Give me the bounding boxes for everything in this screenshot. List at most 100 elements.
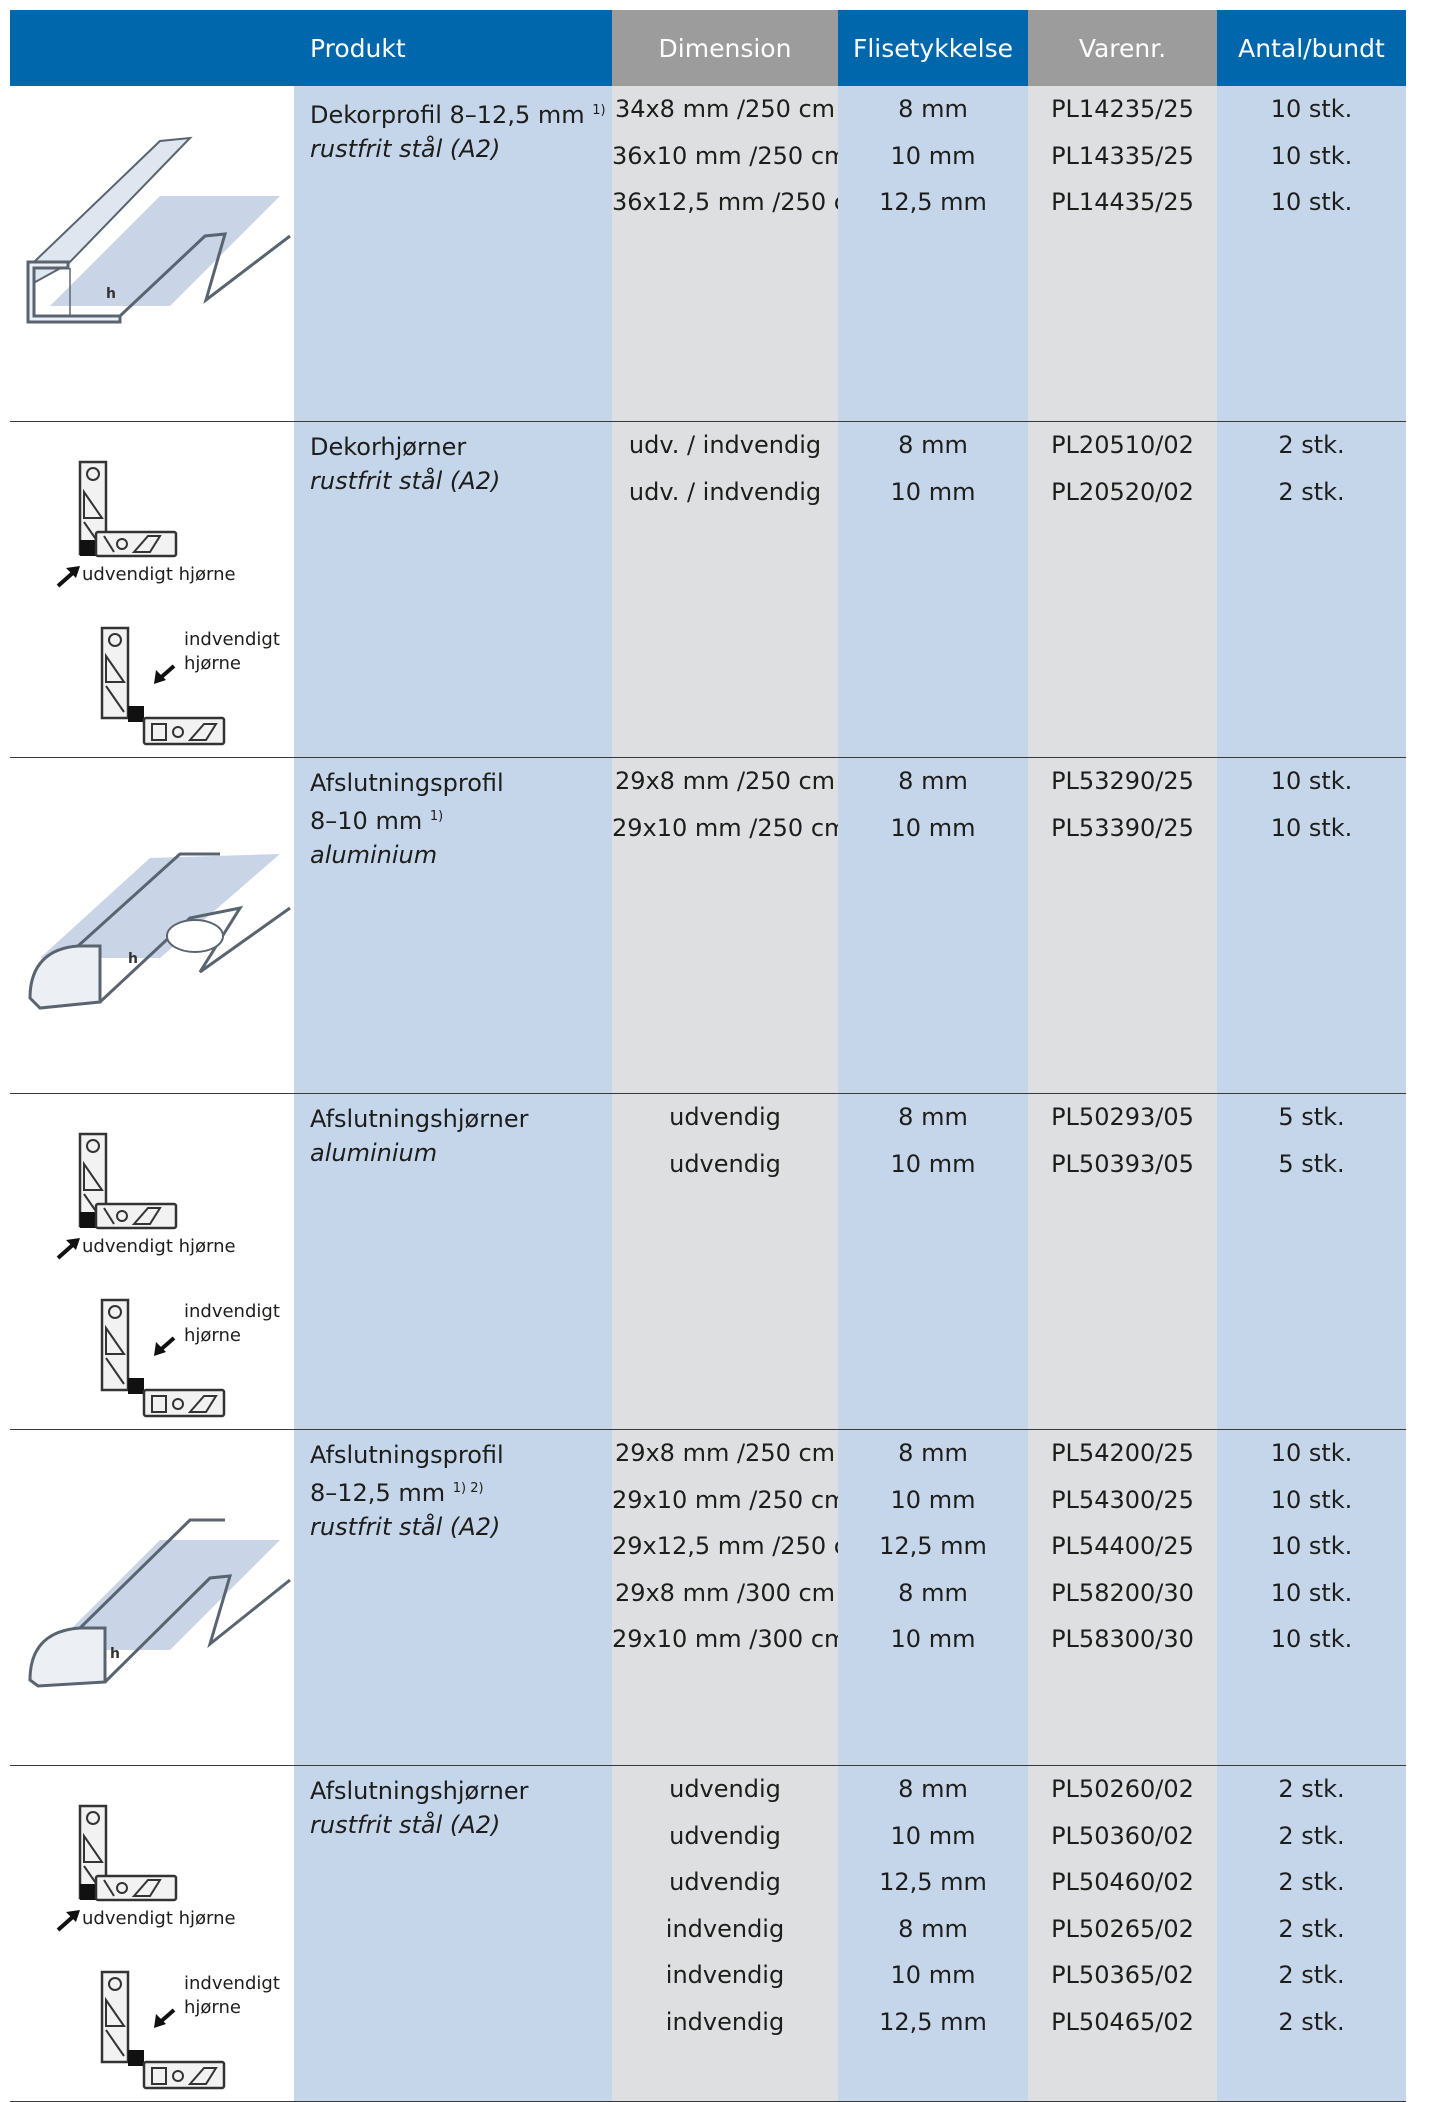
dimension-value: indvendig [665, 1914, 785, 1943]
product-image-cell: h [10, 86, 294, 422]
quantity-value: 2 stk. [1278, 1961, 1345, 1989]
outer-corner-caption: udvendigt hjørne [82, 1908, 236, 1929]
quantity-value: 10 stk. [1270, 767, 1353, 795]
tile-thickness-cell: 8 mm 10 mm 12,5 mm 8 mm 10 mm 12,5 mm [838, 1766, 1028, 2102]
tile-thickness-value: 10 mm [890, 1149, 976, 1178]
inner-corner-caption-line1: indvendigt [184, 629, 280, 650]
tile-thickness-cell: 8 mm 10 mm 12,5 mm 8 mm 10 mm [838, 1430, 1028, 1766]
quantity-value: 10 stk. [1270, 1625, 1353, 1653]
product-size: 8–12,5 mm [310, 1479, 446, 1507]
quantity-value: 10 stk. [1270, 95, 1353, 123]
dimension-value: 29x10 mm /250 cm [612, 813, 848, 842]
square-profile-illustration: h [26, 136, 291, 324]
product-name-cell: Afslutningsprofil 8–12,5 mm 1) 2) rustfrit… [294, 1430, 612, 1766]
product-material: aluminium [310, 1139, 438, 1167]
quantity-value: 10 stk. [1270, 141, 1353, 170]
quantity-value: 2 stk. [1278, 1914, 1345, 1943]
dimension-cell: udv. / indvendig udv. / indvendig [612, 422, 838, 758]
dimension-cell: 34x8 mm /250 cm 36x10 mm /250 cm 36x12,5 m… [612, 86, 871, 422]
item-number-value: PL14435/25 [1051, 188, 1194, 216]
square-profile-illustration: h [28, 1518, 291, 1688]
dimension-value: 29x8 mm /250 cm [614, 767, 836, 795]
tile-thickness-value: 8 mm [898, 767, 968, 795]
quantity-value: 10 stk. [1270, 1532, 1353, 1560]
item-number-value: PL50265/02 [1051, 1914, 1194, 1943]
item-number-value: PL14335/25 [1051, 141, 1194, 170]
quantity-value: 10 stk. [1270, 188, 1353, 216]
dimension-value: udv. / indvendig [628, 477, 822, 506]
item-number-value: PL54200/25 [1051, 1439, 1194, 1467]
product-name-cell: Afslutningsprofil 8–10 mm 1) aluminium [294, 758, 612, 1094]
dimension-value: 36x10 mm /250 cm [612, 141, 848, 170]
product-size-line: 8–10 mm 1) [310, 800, 612, 838]
dimension-value: 29x10 mm /300 cm [612, 1625, 848, 1653]
product-name: Dekorprofil 8–12,5 mm [310, 101, 585, 129]
item-number-cell: PL50260/02 PL50360/02 PL50460/02 PL50265/02… [1028, 1766, 1217, 2102]
tile-thickness-value: 10 mm [890, 141, 976, 170]
dimension-value: 29x8 mm /250 cm [614, 1439, 836, 1467]
item-number-cell: PL14235/25 PL14335/25 PL14435/25 [1028, 86, 1217, 422]
dimension-value: indvendig [665, 2007, 785, 2036]
product-name: Dekorhjørner [310, 433, 467, 461]
dimension-value: 34x8 mm /250 cm [614, 95, 836, 123]
item-number-value: PL58300/30 [1051, 1625, 1194, 1653]
tile-thickness-value: 12,5 mm [879, 1868, 987, 1896]
outer-corner-caption: udvendigt hjørne [82, 1236, 236, 1257]
outer-corner-caption: udvendigt hjørne [82, 564, 236, 585]
product-table-page: Produkt Dimension Flisetykkelse Varenr. … [10, 10, 1438, 2102]
header-produkt: Produkt [294, 10, 612, 86]
tile-thickness-value: 10 mm [890, 477, 976, 506]
tile-thickness-value: 12,5 mm [879, 1532, 987, 1560]
footnote-ref: 1) 2) [452, 1481, 484, 1496]
dimension-value: udvendig [669, 1821, 781, 1850]
quantity-value: 5 stk. [1278, 1103, 1345, 1131]
item-number-value: PL50293/05 [1051, 1103, 1194, 1131]
item-number-cell: PL50293/05 PL50393/05 [1028, 1094, 1217, 1430]
product-table: Produkt Dimension Flisetykkelse Varenr. … [10, 10, 1438, 2102]
product-name-line: Dekorhjørner [310, 430, 612, 464]
dimension-value: 36x12,5 mm /250 cm [612, 188, 871, 216]
quantity-value: 5 stk. [1278, 1149, 1345, 1178]
dimension-value: 29x8 mm /300 cm [614, 1578, 836, 1607]
dimension-value: udvendig [669, 1103, 781, 1131]
inner-corner-caption-line2: hjørne [184, 1997, 241, 2018]
dimension-value: udvendig [669, 1868, 781, 1896]
item-number-value: PL50393/05 [1051, 1149, 1194, 1178]
dimension-cell: 29x8 mm /250 cm 29x10 mm /250 cm 29x12,5 m… [612, 1430, 870, 1766]
product-name-line: Dekorprofil 8–12,5 mm 1) [310, 94, 612, 132]
product-image-cell: udvendigt hjørne indvendigt hjørne [10, 1094, 294, 1430]
quantity-cell: 10 stk. 10 stk. 10 stk. [1217, 86, 1406, 422]
product-material: aluminium [310, 841, 438, 869]
tile-thickness-value: 8 mm [898, 95, 968, 123]
footnote-ref: 1) [592, 103, 606, 118]
tile-thickness-value: 10 mm [890, 1821, 976, 1850]
quantity-value: 10 stk. [1270, 1439, 1353, 1467]
quantity-value: 2 stk. [1278, 477, 1345, 506]
item-number-cell: PL20510/02 PL20520/02 [1028, 422, 1217, 758]
round-profile-illustration: h [28, 852, 291, 1010]
header-antal: Antal/bundt [1217, 10, 1406, 86]
product-name: Afslutningshjørner [310, 1777, 529, 1805]
header-dimension: Dimension [612, 10, 838, 86]
tile-thickness-value: 10 mm [890, 1961, 976, 1989]
tile-thickness-value: 10 mm [890, 1485, 976, 1514]
product-image-cell: h [10, 758, 294, 1094]
product-image-cell: udvendigt hjørne indvendigt hjørne [10, 1766, 294, 2102]
inner-corner-caption-line1: indvendigt [184, 1301, 280, 1322]
tile-thickness-value: 8 mm [898, 1578, 968, 1607]
header-flisetykkelse: Flisetykkelse [838, 10, 1028, 86]
item-number-value: PL50365/02 [1051, 1961, 1194, 1989]
inner-corner-caption-line2: hjørne [184, 653, 241, 674]
tile-thickness-value: 8 mm [898, 1775, 968, 1803]
item-number-value: PL50360/02 [1051, 1821, 1194, 1850]
tile-thickness-value: 8 mm [898, 1914, 968, 1943]
tile-thickness-value: 8 mm [898, 1439, 968, 1467]
dimension-value: udvendig [669, 1149, 781, 1178]
quantity-value: 2 stk. [1278, 2007, 1345, 2036]
corner-illustration [56, 1804, 226, 2090]
quantity-value: 2 stk. [1278, 1868, 1345, 1896]
inner-corner-caption-line2: hjørne [184, 1325, 241, 1346]
product-name-line: Afslutningshjørner [310, 1774, 612, 1808]
product-size: 8–10 mm [310, 807, 423, 835]
item-number-value: PL50465/02 [1051, 2007, 1194, 2036]
